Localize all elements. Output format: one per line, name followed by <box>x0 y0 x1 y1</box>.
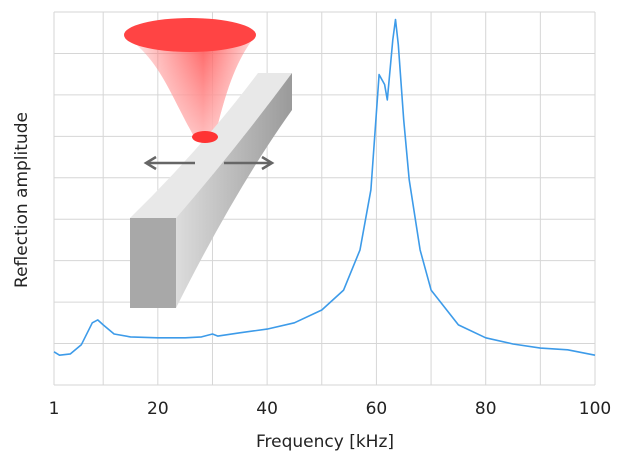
x-tick-label: 40 <box>256 399 278 419</box>
x-axis-label: Frequency [kHz] <box>256 432 394 452</box>
data <box>53 18 596 356</box>
x-tick-label: 80 <box>475 399 497 419</box>
laser-top <box>124 18 256 52</box>
y-axis-label: Reflection amplitude <box>12 112 32 288</box>
beam-front <box>130 218 176 308</box>
x-tick-label: 100 <box>579 399 611 419</box>
data-line <box>53 18 596 356</box>
motion-arrows <box>143 155 275 171</box>
x-tick-label: 60 <box>366 399 388 419</box>
x-tick-label: 20 <box>147 399 169 419</box>
beam-side <box>176 73 292 308</box>
x-tick-label: 1 <box>49 399 60 419</box>
laser-cone-fade <box>124 35 256 140</box>
cantilever-illustration <box>124 18 292 308</box>
beam-top <box>130 73 292 218</box>
laser-spot <box>192 131 218 143</box>
